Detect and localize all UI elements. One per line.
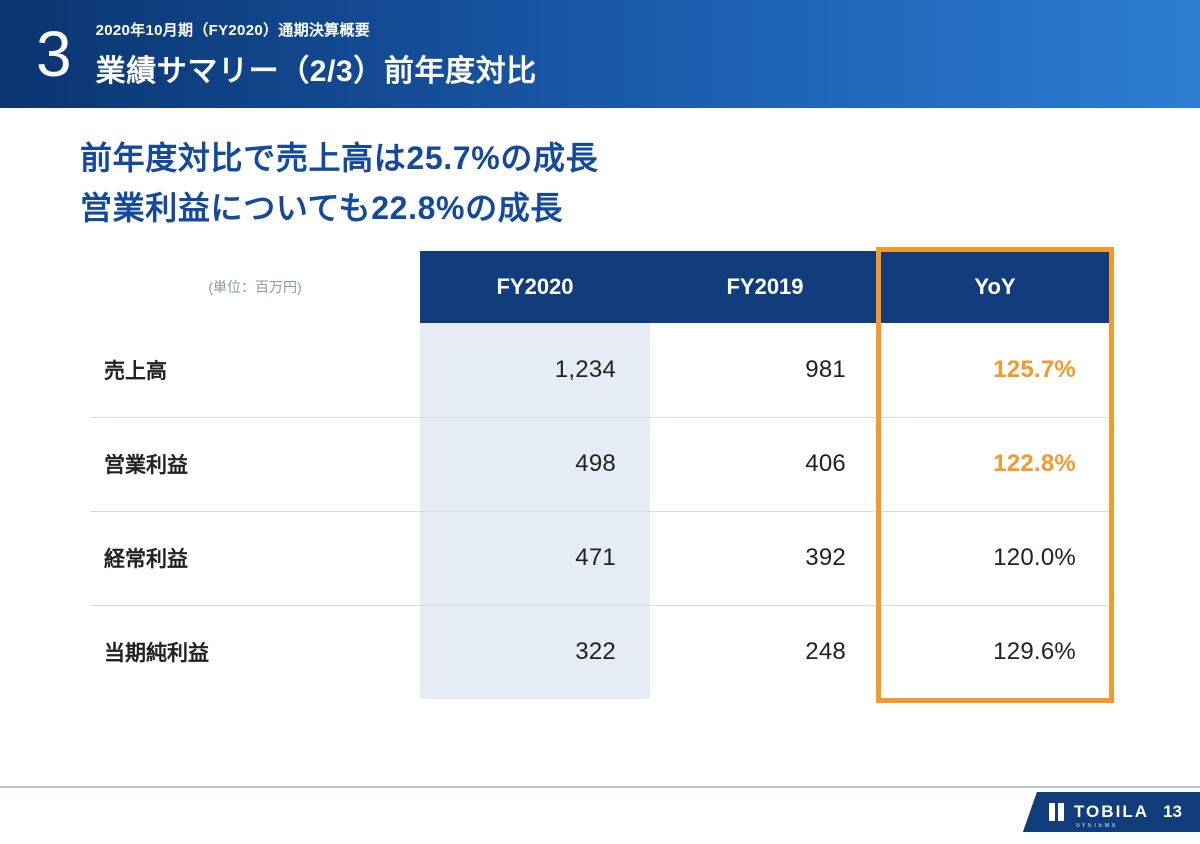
cell-yoy: 129.6%: [880, 605, 1110, 699]
col-header-fy2020: FY2020: [420, 251, 650, 323]
cell-fy2019: 392: [650, 511, 880, 605]
table-row: 経常利益 471 392 120.0%: [90, 511, 1110, 605]
header-text-group: 2020年10月期（FY2020）通期決算概要 業績サマリー（2/3）前年度対比: [96, 19, 537, 90]
table-header-row: (単位：百万円) FY2020 FY2019 YoY: [90, 251, 1110, 323]
row-label: 営業利益: [90, 417, 420, 511]
slide-body: 前年度対比で売上高は25.7%の成長 営業利益についても22.8%の成長 (単位…: [0, 108, 1200, 699]
cell-fy2020: 322: [420, 605, 650, 699]
cell-yoy: 122.8%: [880, 417, 1110, 511]
table-row: 売上高 1,234 981 125.7%: [90, 323, 1110, 417]
cell-fy2020: 1,234: [420, 323, 650, 417]
page-number: 13: [1163, 802, 1182, 822]
table-row: 営業利益 498 406 122.8%: [90, 417, 1110, 511]
unit-label: (単位：百万円): [90, 251, 420, 323]
row-label: 経常利益: [90, 511, 420, 605]
cell-fy2019: 981: [650, 323, 880, 417]
headline-line-2: 営業利益についても22.8%の成長: [80, 184, 1120, 234]
header-subtitle: 2020年10月期（FY2020）通期決算概要: [96, 19, 537, 40]
cell-yoy: 125.7%: [880, 323, 1110, 417]
row-label: 当期純利益: [90, 605, 420, 699]
brand-text: TOBILA: [1074, 802, 1149, 821]
col-header-fy2019: FY2019: [650, 251, 880, 323]
brand-name: TOBILA SYSTEMS: [1074, 802, 1149, 822]
header-title: 業績サマリー（2/3）前年度対比: [96, 46, 537, 90]
footer-badge: TOBILA SYSTEMS 13: [1023, 792, 1200, 832]
slide-header: 3 2020年10月期（FY2020）通期決算概要 業績サマリー（2/3）前年度…: [0, 0, 1200, 108]
col-header-yoy: YoY: [880, 251, 1110, 323]
cell-fy2019: 406: [650, 417, 880, 511]
cell-fy2020: 471: [420, 511, 650, 605]
cell-yoy: 120.0%: [880, 511, 1110, 605]
cell-fy2019: 248: [650, 605, 880, 699]
table-wrap: (単位：百万円) FY2020 FY2019 YoY 売上高 1,234 981…: [90, 251, 1110, 699]
section-number: 3: [36, 22, 72, 86]
headline-line-1: 前年度対比で売上高は25.7%の成長: [80, 134, 1120, 184]
headline: 前年度対比で売上高は25.7%の成長 営業利益についても22.8%の成長: [80, 134, 1120, 233]
cell-fy2020: 498: [420, 417, 650, 511]
row-label: 売上高: [90, 323, 420, 417]
table-row: 当期純利益 322 248 129.6%: [90, 605, 1110, 699]
brand-subtext: SYSTEMS: [1076, 823, 1117, 829]
footer-divider: [0, 786, 1200, 788]
financial-table: (単位：百万円) FY2020 FY2019 YoY 売上高 1,234 981…: [90, 251, 1110, 699]
logo-icon: [1049, 803, 1064, 821]
